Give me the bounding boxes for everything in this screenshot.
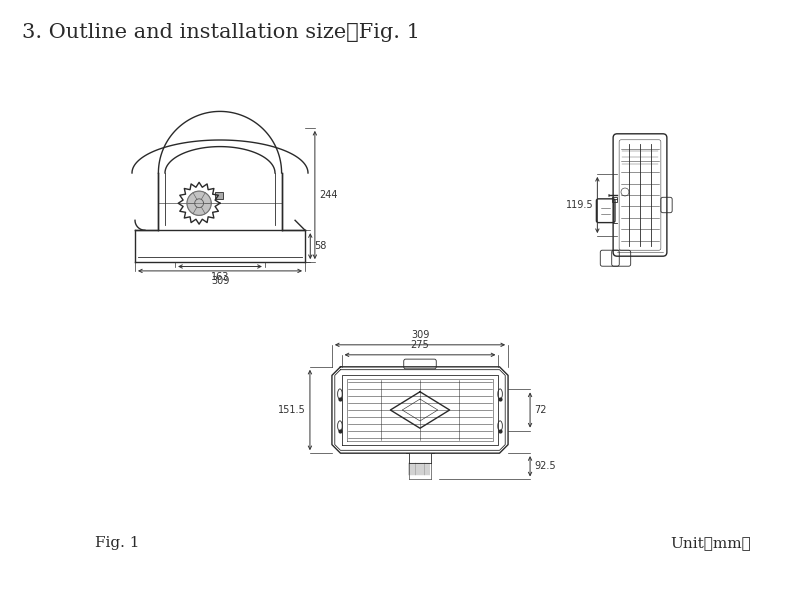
Text: 151.5: 151.5 — [278, 405, 306, 415]
Text: Unit（mm）: Unit（mm） — [670, 536, 751, 550]
Bar — [214, 192, 223, 199]
Circle shape — [187, 191, 211, 215]
Bar — [612, 197, 617, 202]
Text: 3. Outline and installation size（Fig. 1: 3. Outline and installation size（Fig. 1 — [22, 23, 420, 42]
Text: 275: 275 — [410, 340, 429, 350]
Text: 309: 309 — [410, 330, 429, 340]
Text: 92.5: 92.5 — [534, 461, 556, 471]
Text: 244: 244 — [319, 190, 338, 200]
Text: 119.5: 119.5 — [566, 200, 593, 210]
Text: 72: 72 — [534, 405, 546, 415]
Text: 163: 163 — [211, 271, 229, 281]
Text: Fig. 1: Fig. 1 — [95, 536, 140, 550]
Text: 58: 58 — [314, 241, 326, 251]
Text: 309: 309 — [211, 276, 229, 286]
